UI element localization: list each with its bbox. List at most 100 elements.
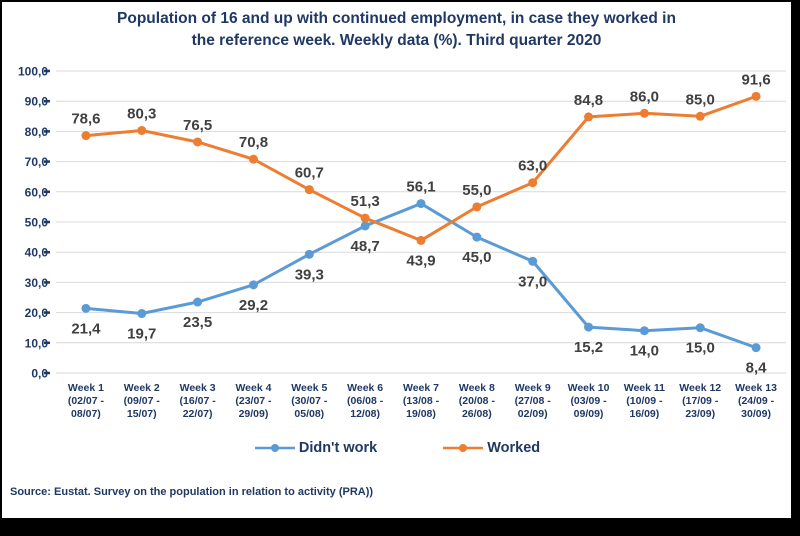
data-point-marker-didn-t-work xyxy=(360,221,370,231)
data-label: 19,7 xyxy=(127,326,156,343)
data-point-marker-didn-t-work xyxy=(193,297,203,307)
chart-canvas: Population of 16 and up with continued e… xyxy=(2,2,791,518)
data-point-marker-didn-t-work xyxy=(584,322,594,332)
y-tick-label: 30,0 xyxy=(25,276,49,290)
data-label: 78,6 xyxy=(71,111,100,128)
x-tick-label: (17/09 - xyxy=(682,395,719,407)
data-point-marker-didn-t-work xyxy=(248,280,258,290)
legend-item-worked: Worked xyxy=(441,440,540,456)
chart-title-line2: the reference week. Weekly data (%). Thi… xyxy=(191,32,602,49)
line-chart-plot-area: 0,0 10,0 20,0 30,0 40,0 50,0 60,0 70,0 80,0 90,0 1… xyxy=(18,65,786,420)
data-point-marker-didn-t-work xyxy=(137,309,147,319)
data-point-marker-didn-t-work xyxy=(528,256,538,266)
y-tick-label: 100,0 xyxy=(18,65,48,79)
data-label: 48,7 xyxy=(351,238,380,255)
x-tick-label: 09/09) xyxy=(574,408,604,420)
legend-item-didnt-work: Didn't work xyxy=(253,440,377,456)
x-tick-label: Week 3 xyxy=(180,382,216,394)
y-tick-label: 80,0 xyxy=(25,125,49,139)
data-point-marker-didn-t-work xyxy=(639,326,649,336)
x-tick-label: (10/09 - xyxy=(626,395,663,407)
data-label: 84,8 xyxy=(574,92,603,109)
data-label: 23,5 xyxy=(183,314,212,331)
chart-legend: Didn't work Worked xyxy=(2,440,791,456)
data-point-marker-worked xyxy=(304,185,314,195)
data-label: 37,0 xyxy=(518,273,547,290)
data-label: 45,0 xyxy=(462,249,491,266)
x-tick-label: Week 5 xyxy=(291,382,327,394)
x-tick-label: (16/07 - xyxy=(180,395,217,407)
data-point-marker-worked xyxy=(472,202,482,212)
x-tick-label: Week 2 xyxy=(124,382,160,394)
data-label: 43,9 xyxy=(406,252,435,269)
x-tick-label: (20/08 - xyxy=(459,395,496,407)
data-label: 91,6 xyxy=(741,71,770,88)
source-note: Source: Eustat. Survey on the population… xyxy=(10,486,374,498)
x-tick-label: Week 8 xyxy=(459,382,495,394)
x-tick-label: (27/08 - xyxy=(515,395,552,407)
data-label: 15,0 xyxy=(686,340,715,357)
x-tick-label: (03/09 - xyxy=(570,395,607,407)
data-label: 70,8 xyxy=(239,134,268,151)
x-tick-label: 15/07) xyxy=(127,408,157,420)
x-tick-label: (30/07 - xyxy=(291,395,328,407)
x-tick-label: (06/08 - xyxy=(347,395,384,407)
x-tick-label: Week 12 xyxy=(679,382,721,394)
x-tick-label: 02/09) xyxy=(518,408,548,420)
x-tick-label: (13/08 - xyxy=(403,395,440,407)
chart-title-line1: Population of 16 and up with continued e… xyxy=(117,10,676,27)
data-label: 14,0 xyxy=(630,343,659,360)
x-tick-label: 08/07) xyxy=(71,408,101,420)
data-label: 29,2 xyxy=(239,297,268,314)
x-tick-label: 12/08) xyxy=(350,408,380,420)
x-tick-label: Week 7 xyxy=(403,382,439,394)
x-tick-label: 23/09) xyxy=(685,408,715,420)
data-point-marker-worked xyxy=(751,91,761,101)
data-point-marker-worked xyxy=(528,178,538,188)
legend-label-worked: Worked xyxy=(487,440,541,456)
data-point-marker-didn-t-work xyxy=(304,249,314,259)
data-point-marker-worked xyxy=(248,154,258,164)
x-tick-label: 26/08) xyxy=(462,408,492,420)
x-tick-label: 30/09) xyxy=(741,408,771,420)
data-point-marker-worked xyxy=(695,111,705,121)
x-tick-label: Week 13 xyxy=(735,382,777,394)
data-point-marker-worked xyxy=(81,131,91,141)
x-tick-label: (02/07 - xyxy=(68,395,105,407)
x-tick-label: (09/07 - xyxy=(124,395,161,407)
legend-marker-worked-icon xyxy=(443,444,484,452)
x-tick-label: 22/07) xyxy=(183,408,213,420)
y-tick-label: 40,0 xyxy=(25,246,49,260)
data-label: 76,5 xyxy=(183,117,212,134)
data-label: 15,2 xyxy=(574,339,603,356)
data-point-marker-worked xyxy=(639,108,649,118)
x-tick-label: Week 6 xyxy=(347,382,383,394)
x-tick-label: Week 9 xyxy=(515,382,551,394)
data-label: 85,0 xyxy=(686,91,715,108)
x-tick-label: 05/08) xyxy=(294,408,324,420)
data-point-marker-worked xyxy=(193,137,203,147)
x-tick-label: 19/08) xyxy=(406,408,436,420)
data-point-marker-worked xyxy=(360,213,370,223)
x-tick-label: Week 4 xyxy=(235,382,271,394)
data-label: 51,3 xyxy=(351,193,380,210)
data-point-marker-worked xyxy=(137,125,147,135)
data-label: 39,3 xyxy=(295,266,324,283)
data-point-marker-didn-t-work xyxy=(472,232,482,242)
data-point-marker-worked xyxy=(584,112,594,122)
y-tick-label: 60,0 xyxy=(25,185,49,199)
data-point-marker-worked xyxy=(416,235,426,245)
legend-marker-didnt-work-icon xyxy=(254,444,295,452)
y-tick-label: 0,0 xyxy=(31,367,48,381)
data-point-marker-didn-t-work xyxy=(695,323,705,333)
data-label: 63,0 xyxy=(518,158,547,175)
y-tick-label: 20,0 xyxy=(25,306,49,320)
x-tick-label: 16/09) xyxy=(629,408,659,420)
data-label: 21,4 xyxy=(71,320,101,337)
y-tick-label: 50,0 xyxy=(25,216,49,230)
x-tick-label: Week 11 xyxy=(624,382,665,394)
x-tick-label: Week 1 xyxy=(68,382,104,394)
x-tick-label: Week 10 xyxy=(568,382,610,394)
data-label: 8,4 xyxy=(746,360,768,377)
y-tick-label: 70,0 xyxy=(25,155,49,169)
